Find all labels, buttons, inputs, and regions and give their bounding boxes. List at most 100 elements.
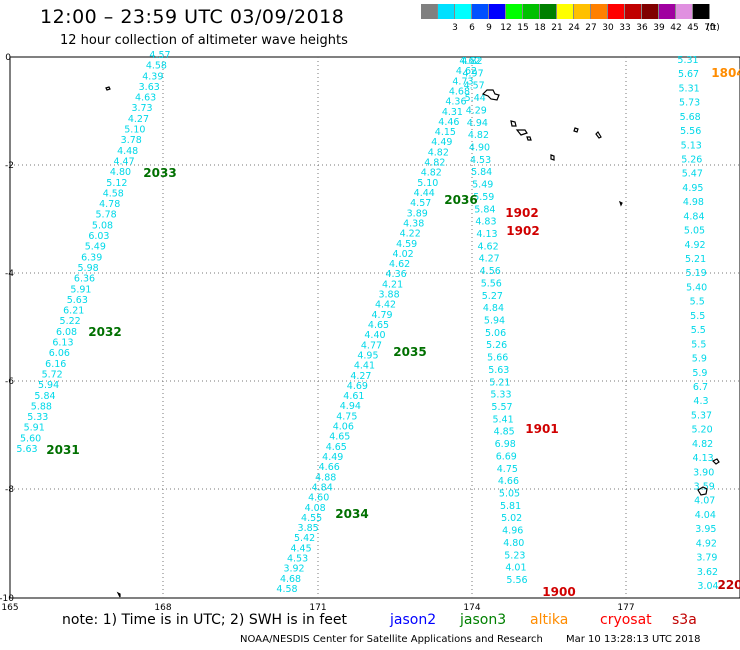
swh-value: 5.91 bbox=[70, 284, 91, 295]
swh-value: 5.37 bbox=[691, 410, 712, 421]
swh-value: 6.69 bbox=[496, 451, 517, 462]
swh-value: 4.75 bbox=[336, 411, 357, 422]
legend-jason3: jason3 bbox=[460, 612, 507, 628]
track-time-label: 1901 bbox=[525, 422, 558, 436]
scale-swatch bbox=[472, 4, 489, 19]
lon-tick-label: 168 bbox=[154, 603, 171, 613]
swh-value: 4.97 bbox=[462, 68, 483, 79]
island-outline bbox=[711, 458, 720, 465]
island-outline bbox=[526, 136, 532, 141]
swh-value: 4.82 bbox=[424, 158, 445, 169]
swh-value: 3.04 bbox=[697, 581, 718, 592]
swh-value: 6.98 bbox=[495, 439, 516, 450]
swh-value: 4.92 bbox=[696, 538, 717, 549]
scale-swatch bbox=[625, 4, 642, 19]
swh-value: 6.13 bbox=[52, 338, 73, 349]
swh-value: 4.53 bbox=[287, 554, 308, 565]
swh-value: 3.90 bbox=[693, 467, 714, 478]
swh-value: 4.42 bbox=[375, 300, 396, 311]
swh-value: 5.5 bbox=[690, 297, 705, 308]
scale-label: 3 bbox=[452, 23, 458, 33]
swh-value: 5.84 bbox=[471, 167, 492, 178]
swh-value: 5.41 bbox=[492, 414, 513, 425]
swh-value: 4.79 bbox=[371, 310, 392, 321]
swh-value: 4.06 bbox=[333, 422, 354, 433]
scale-unit: (ft) bbox=[706, 23, 720, 33]
swh-value: 5.94 bbox=[484, 316, 505, 327]
swh-value: 4.55 bbox=[301, 513, 322, 524]
swh-value: 4.94 bbox=[340, 401, 361, 412]
swh-value: 5.73 bbox=[679, 98, 700, 109]
swh-value: 4.83 bbox=[475, 217, 496, 228]
swh-value: 5.81 bbox=[500, 501, 521, 512]
swh-value: 4.66 bbox=[319, 462, 340, 473]
scale-swatch bbox=[506, 4, 523, 19]
track-time-label: 1804 bbox=[711, 66, 740, 80]
note-text: note: 1) Time is in UTC; 2) SWH is in fe… bbox=[62, 612, 348, 628]
swh-value: 4.27 bbox=[128, 114, 149, 125]
swh-value: 5.20 bbox=[691, 425, 712, 436]
swh-value: 4.62 bbox=[389, 259, 410, 270]
swh-value: 3.85 bbox=[298, 523, 319, 534]
island-outline bbox=[573, 127, 579, 133]
swh-value: 5.84 bbox=[474, 204, 495, 215]
swh-value: 5.59 bbox=[473, 192, 494, 203]
island-outline bbox=[595, 131, 602, 139]
island-outline bbox=[618, 200, 623, 207]
scale-label: 24 bbox=[568, 23, 580, 33]
track-time-label: 1902 bbox=[505, 206, 538, 220]
swh-value: 4.57 bbox=[149, 50, 170, 61]
swh-value: 4.53 bbox=[470, 155, 491, 166]
scale-swatch bbox=[659, 4, 676, 19]
chart-title: 12:00 – 23:59 UTC 03/09/2018 bbox=[40, 6, 345, 28]
swh-value: 4.85 bbox=[494, 427, 515, 438]
track-time-label: 2033 bbox=[143, 166, 176, 180]
swh-value: 4.60 bbox=[308, 493, 329, 504]
swh-value: 3.92 bbox=[283, 564, 304, 575]
swh-value: 4.69 bbox=[347, 381, 368, 392]
scale-swatch bbox=[591, 4, 608, 19]
swh-value: 5.60 bbox=[20, 433, 41, 444]
lon-tick-label: 165 bbox=[1, 603, 18, 613]
swh-value: 4.57 bbox=[410, 198, 431, 209]
swh-value: 5.10 bbox=[124, 125, 145, 136]
swh-value: 3.89 bbox=[407, 208, 428, 219]
track-time-label: 2031 bbox=[46, 443, 79, 457]
swh-value: 4.78 bbox=[99, 199, 120, 210]
swh-value: 5.42 bbox=[294, 533, 315, 544]
scale-label: 36 bbox=[636, 23, 648, 33]
swh-value: 4.48 bbox=[117, 146, 138, 157]
swh-value: 5.27 bbox=[482, 291, 503, 302]
swh-value: 5.49 bbox=[85, 242, 106, 253]
swh-value: 6.16 bbox=[45, 359, 66, 370]
swh-value: 4.65 bbox=[329, 432, 350, 443]
swh-value: 3.95 bbox=[695, 524, 716, 535]
swh-value: 4.82 bbox=[428, 147, 449, 158]
swh-value: 4.58 bbox=[276, 584, 297, 595]
swh-value: 5.08 bbox=[92, 220, 113, 231]
swh-value: 6.08 bbox=[56, 327, 77, 338]
swh-value: 4.59 bbox=[396, 239, 417, 250]
swh-value: 5.21 bbox=[489, 377, 510, 388]
swh-value: 4.84 bbox=[312, 482, 333, 493]
swh-value: 5.66 bbox=[487, 353, 508, 364]
swh-value: 5.22 bbox=[60, 316, 81, 327]
legend-s3a: s3a bbox=[672, 612, 697, 628]
swh-value: 4.13 bbox=[476, 229, 497, 240]
scale-label: 18 bbox=[534, 23, 546, 33]
swh-value: 5.5 bbox=[691, 339, 706, 350]
scale-swatch bbox=[557, 4, 574, 19]
swh-value: 4.39 bbox=[142, 71, 163, 82]
scale-swatch bbox=[574, 4, 591, 19]
island-outline bbox=[510, 120, 517, 127]
swh-value: 4.27 bbox=[479, 254, 500, 265]
swh-value: 5.98 bbox=[78, 263, 99, 274]
swh-value: 5.49 bbox=[472, 180, 493, 191]
swh-value: 6.7 bbox=[693, 382, 708, 393]
swh-value: 4.44 bbox=[414, 188, 435, 199]
swh-value: 4.63 bbox=[135, 93, 156, 104]
scale-label: 15 bbox=[517, 23, 529, 33]
scale-label: 70 bbox=[704, 23, 716, 33]
lat-tick-label: -6 bbox=[5, 377, 14, 387]
swh-value: 5.67 bbox=[678, 69, 699, 80]
